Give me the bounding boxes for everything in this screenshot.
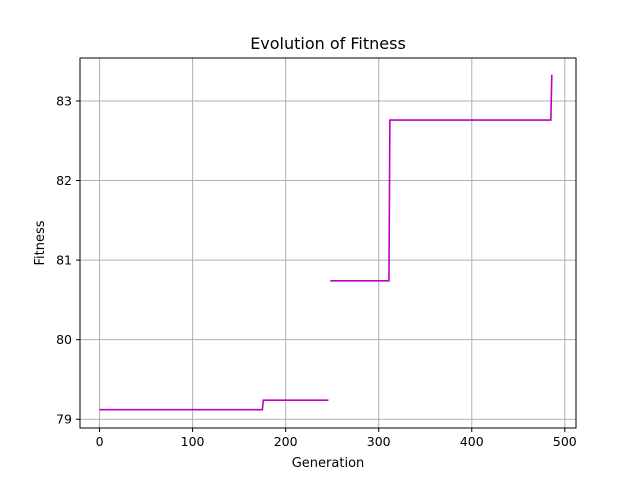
y-axis-label: Fitness [33,220,48,265]
x-axis-label: Generation [292,456,365,471]
x-tick-label: 200 [274,434,298,449]
y-tick-label: 81 [56,253,72,268]
chart-title: Evolution of Fitness [250,34,406,53]
y-tick-label: 79 [56,412,72,427]
x-axis: 0 100 200 300 400 500 [96,428,577,449]
series-layer [99,74,553,411]
x-tick-label: 500 [553,434,577,449]
y-tick-label: 82 [56,173,72,188]
series-line-segment [330,74,553,282]
y-tick-label: 83 [56,93,72,108]
y-axis: 79 80 81 82 83 [56,93,80,427]
y-tick-label: 80 [56,332,72,347]
x-tick-label: 0 [96,434,104,449]
series-line-segment [99,399,329,411]
x-tick-label: 100 [181,434,205,449]
grid [80,58,576,428]
plot-frame [79,57,577,429]
x-tick-label: 300 [367,434,391,449]
x-tick-label: 400 [460,434,484,449]
